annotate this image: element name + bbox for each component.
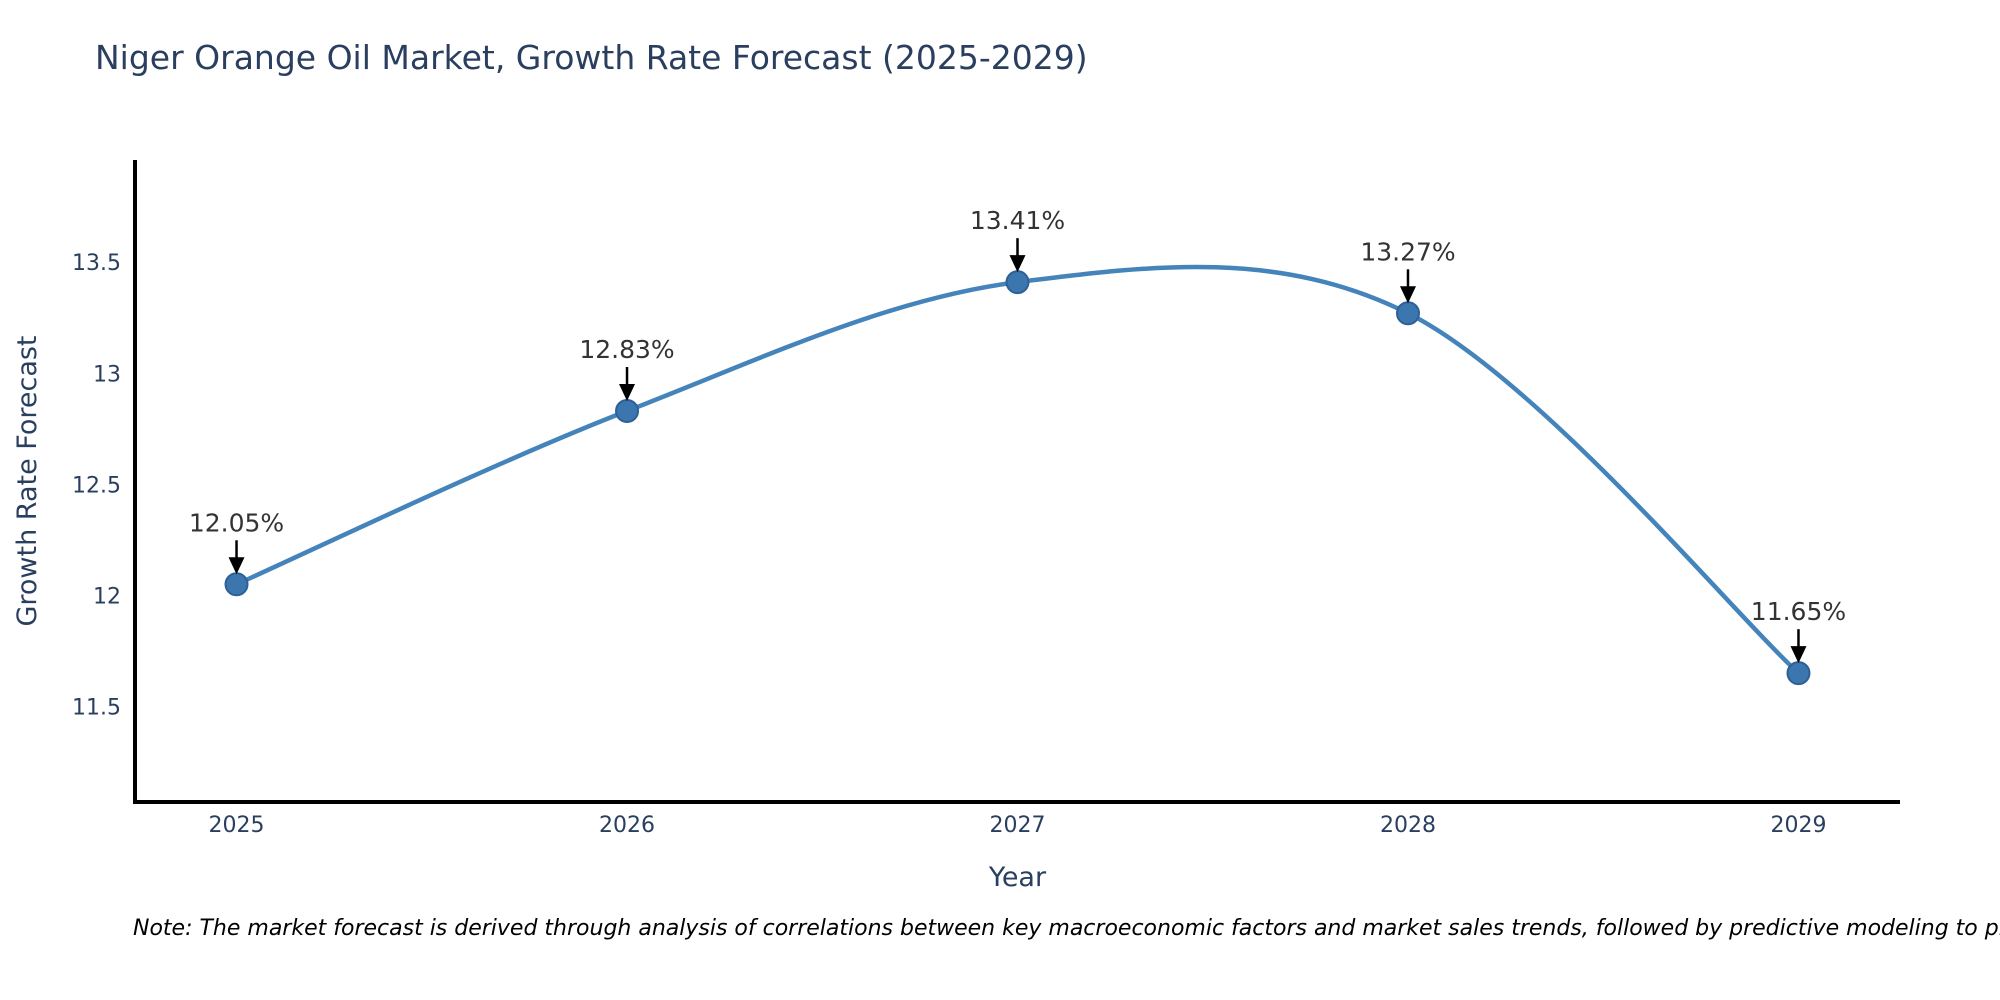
y-tick-label: 13 (93, 362, 121, 387)
annotation-arrow-head (1790, 646, 1807, 664)
data-point-label: 13.27% (1360, 237, 1455, 266)
data-point-label: 11.65% (1751, 597, 1846, 626)
annotation-arrow-head (1399, 286, 1416, 304)
annotation-arrow-head (228, 557, 245, 575)
chart-title: Niger Orange Oil Market, Growth Rate For… (95, 38, 1088, 77)
x-tick-label: 2029 (1770, 813, 1826, 838)
forecast-line (234, 264, 1801, 676)
x-tick-label: 2026 (599, 813, 655, 838)
footnote: Note: The market forecast is derived thr… (133, 916, 2000, 941)
data-point-label: 13.41% (970, 206, 1065, 235)
x-tick-label: 2028 (1380, 813, 1436, 838)
data-point (1005, 270, 1030, 295)
data-point-label: 12.05% (189, 508, 284, 537)
data-point-label: 12.83% (579, 335, 674, 364)
y-tick-label: 12.5 (72, 473, 121, 498)
x-axis-title: Year (988, 862, 1047, 893)
annotation-arrow-head (619, 384, 636, 402)
y-tick-label: 13.5 (72, 251, 121, 276)
data-point (615, 399, 640, 424)
data-point (224, 572, 249, 597)
y-tick-label: 11.5 (72, 695, 121, 720)
x-tick-label: 2027 (990, 813, 1046, 838)
y-axis-title: Growth Rate Forecast (12, 335, 43, 626)
data-point (1395, 301, 1420, 326)
data-point (1786, 661, 1811, 686)
x-tick-label: 2025 (209, 813, 265, 838)
y-tick-label: 12 (93, 584, 121, 609)
annotation-arrow-head (1009, 255, 1026, 273)
